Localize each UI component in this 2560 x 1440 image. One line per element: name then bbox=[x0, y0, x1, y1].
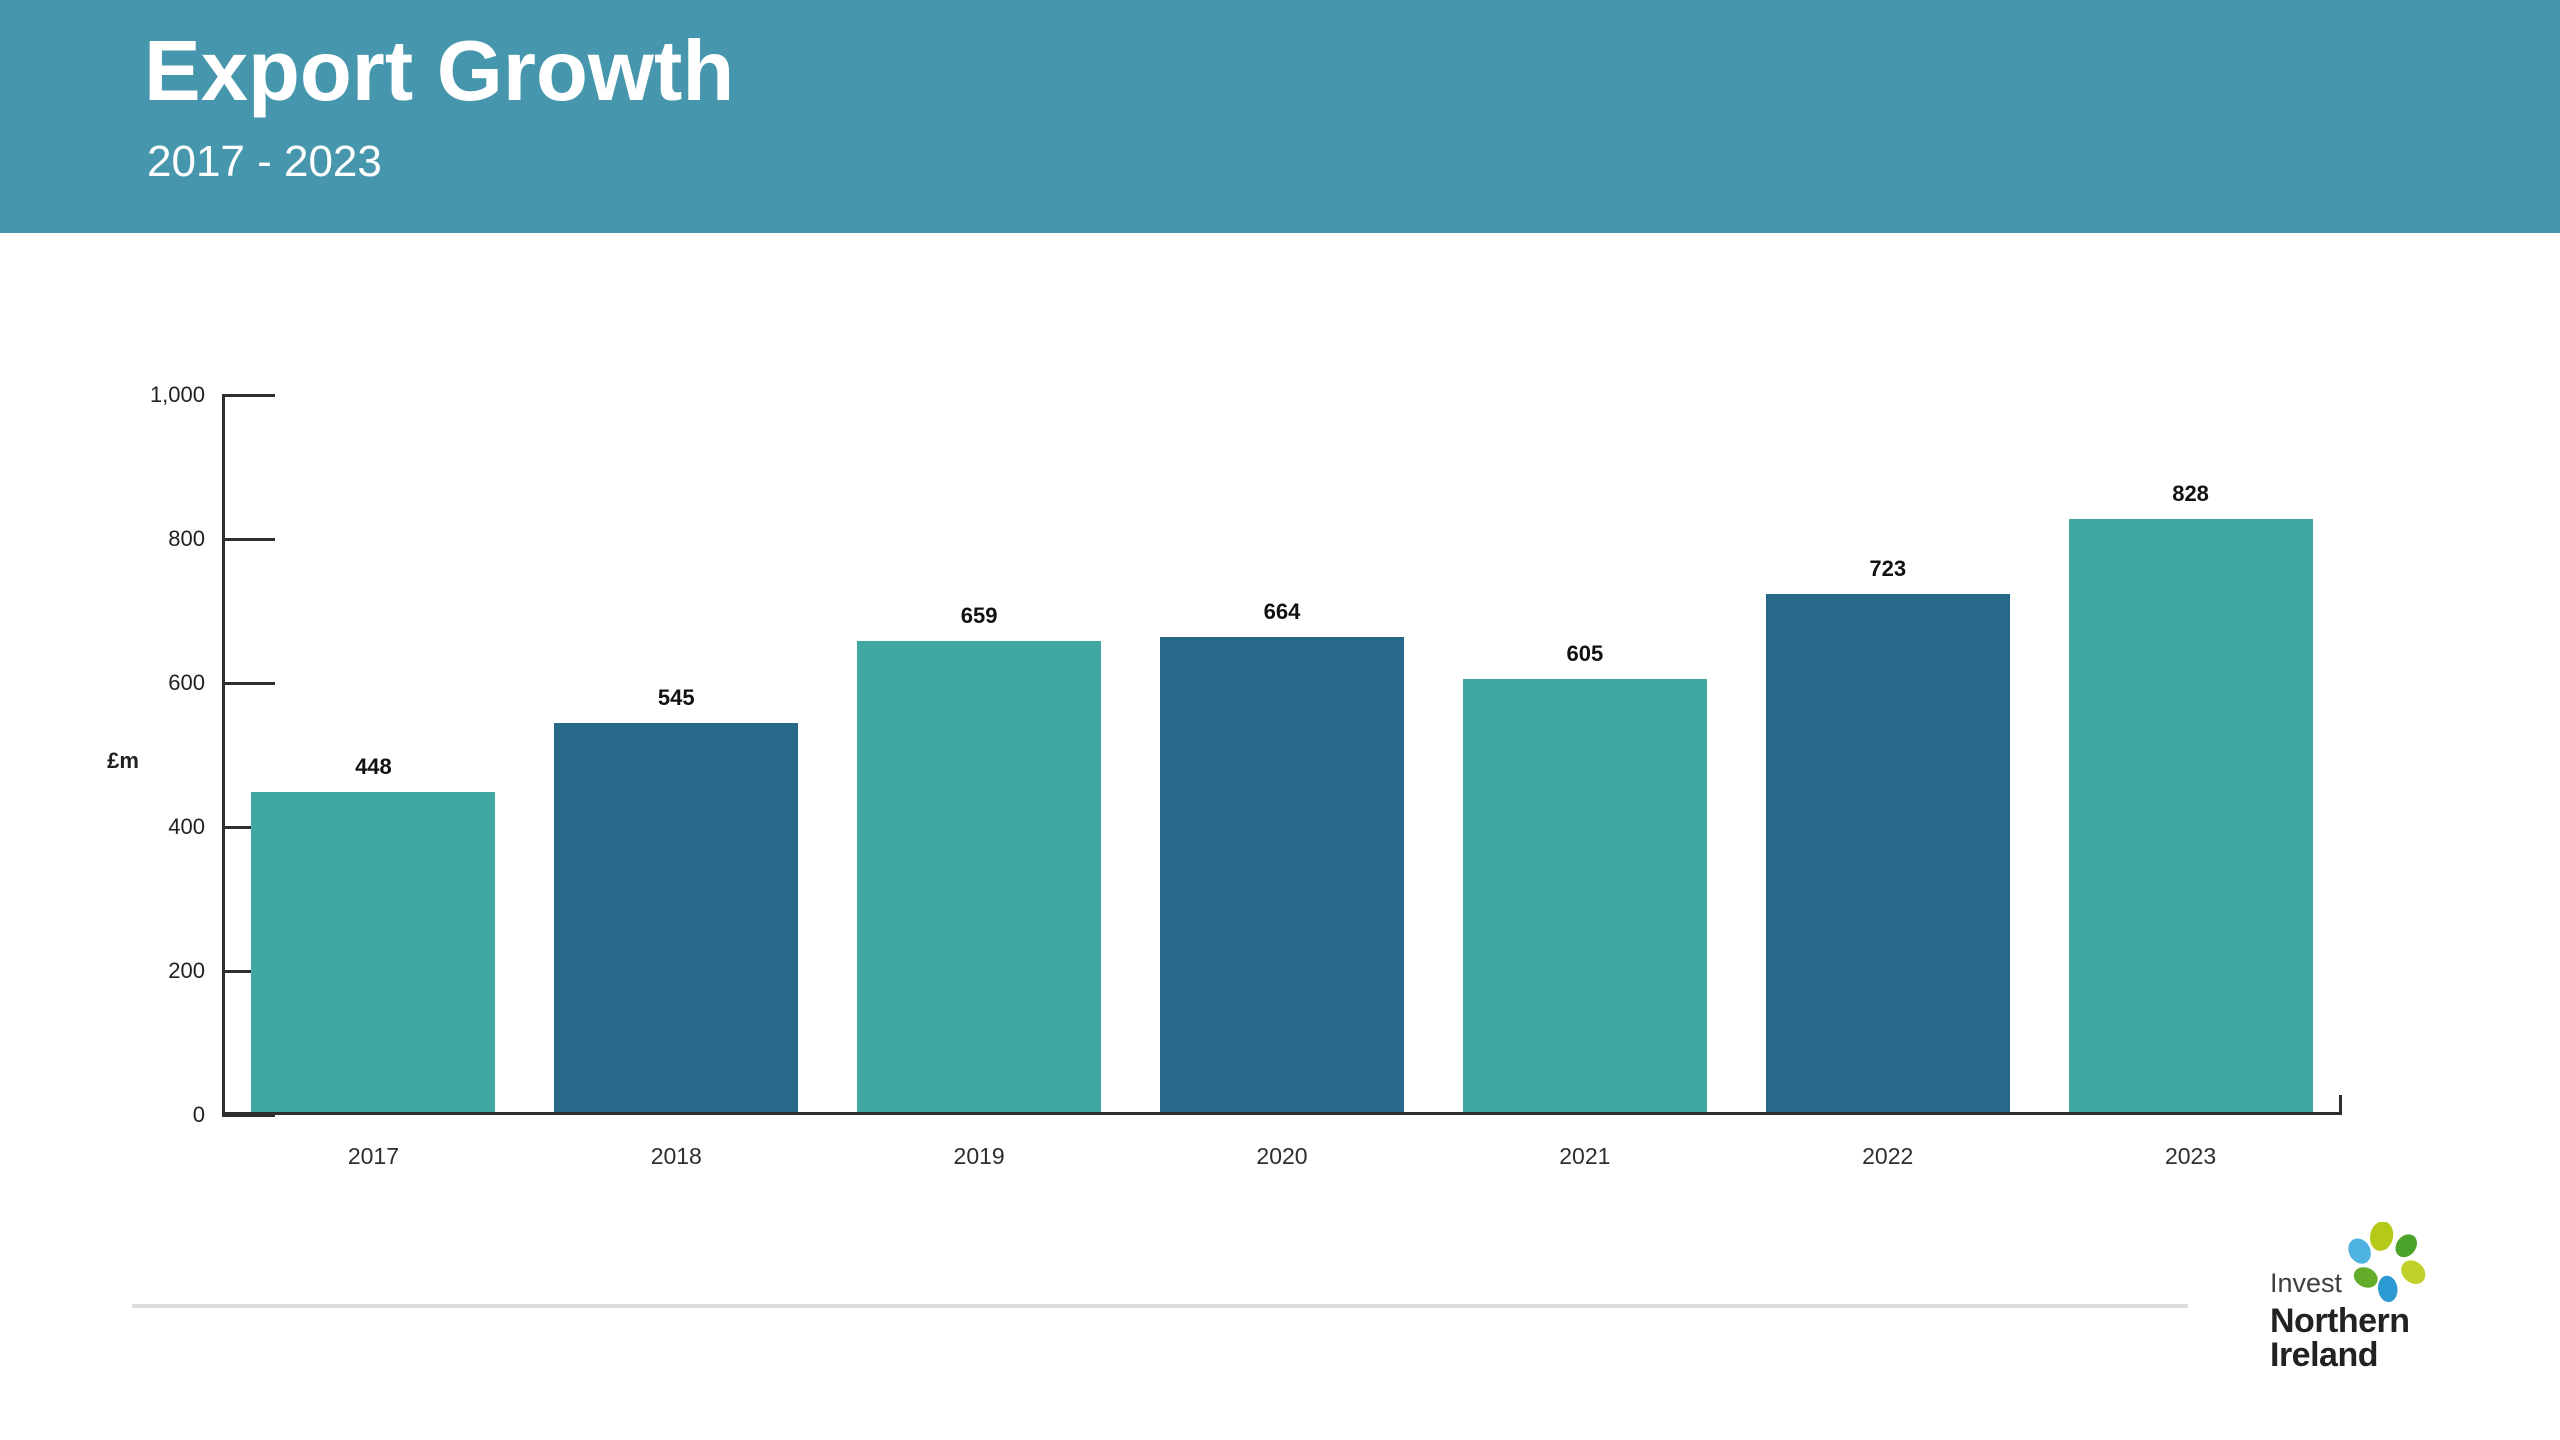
bar-2021 bbox=[1462, 679, 1707, 1115]
x-tick-label: 2020 bbox=[1256, 1143, 1308, 1169]
x-axis-line bbox=[222, 1112, 2342, 1115]
logo-text-northern: Northern bbox=[2270, 1302, 2410, 1340]
y-axis-line bbox=[222, 395, 225, 1115]
logo-text-invest: Invest bbox=[2270, 1268, 2343, 1298]
x-tick-label: 2017 bbox=[347, 1143, 399, 1169]
bar-value-label: 605 bbox=[1566, 641, 1604, 667]
y-axis-title: £m bbox=[107, 748, 139, 773]
page-subtitle: 2017 - 2023 bbox=[147, 137, 382, 186]
bar-value-label: 659 bbox=[960, 602, 998, 628]
y-tick-label: 800 bbox=[168, 526, 205, 551]
bar-2020 bbox=[1160, 636, 1404, 1115]
bar-2023 bbox=[2068, 518, 2313, 1115]
x-tick-label: 2018 bbox=[650, 1143, 702, 1169]
y-tick-mark bbox=[222, 393, 275, 397]
bar-value-label: 664 bbox=[1263, 598, 1301, 624]
x-tick-label: 2022 bbox=[1862, 1143, 1914, 1169]
y-tick-mark bbox=[222, 969, 275, 973]
bar-2022 bbox=[1765, 594, 2010, 1115]
bar-value-label: 723 bbox=[1869, 556, 1907, 582]
invest-ni-logo: Invest Northern Ireland bbox=[2262, 1220, 2442, 1380]
bar-value-label: 828 bbox=[2172, 480, 2209, 506]
y-tick-label: 600 bbox=[168, 670, 205, 695]
y-tick-mark bbox=[222, 825, 275, 829]
x-tick-label: 2021 bbox=[1559, 1143, 1611, 1169]
y-tick-mark bbox=[222, 537, 275, 541]
bar-2019 bbox=[857, 640, 1102, 1115]
x-tick-label: 2019 bbox=[953, 1143, 1005, 1169]
footer-divider bbox=[132, 1304, 2188, 1308]
logo-text-ireland: Ireland bbox=[2270, 1336, 2378, 1374]
x-axis-end-tick bbox=[2339, 1095, 2342, 1115]
y-tick-label: 1,000 bbox=[149, 382, 205, 407]
y-tick-label: 200 bbox=[168, 958, 205, 983]
bar-2017 bbox=[251, 792, 496, 1115]
bar-value-label: 448 bbox=[355, 754, 392, 780]
bar-2018 bbox=[554, 722, 799, 1115]
y-tick-label: 0 bbox=[192, 1102, 205, 1127]
page-title: Export Growth bbox=[144, 24, 735, 119]
y-tick-label: 400 bbox=[168, 814, 205, 839]
flower-icon bbox=[2348, 1222, 2426, 1303]
bar-value-label: 545 bbox=[657, 684, 695, 710]
y-tick-mark bbox=[222, 1113, 275, 1117]
y-tick-mark bbox=[222, 681, 275, 685]
header-band: Export Growth 2017 - 2023 bbox=[0, 0, 2560, 233]
x-tick-label: 2023 bbox=[2164, 1143, 2217, 1169]
